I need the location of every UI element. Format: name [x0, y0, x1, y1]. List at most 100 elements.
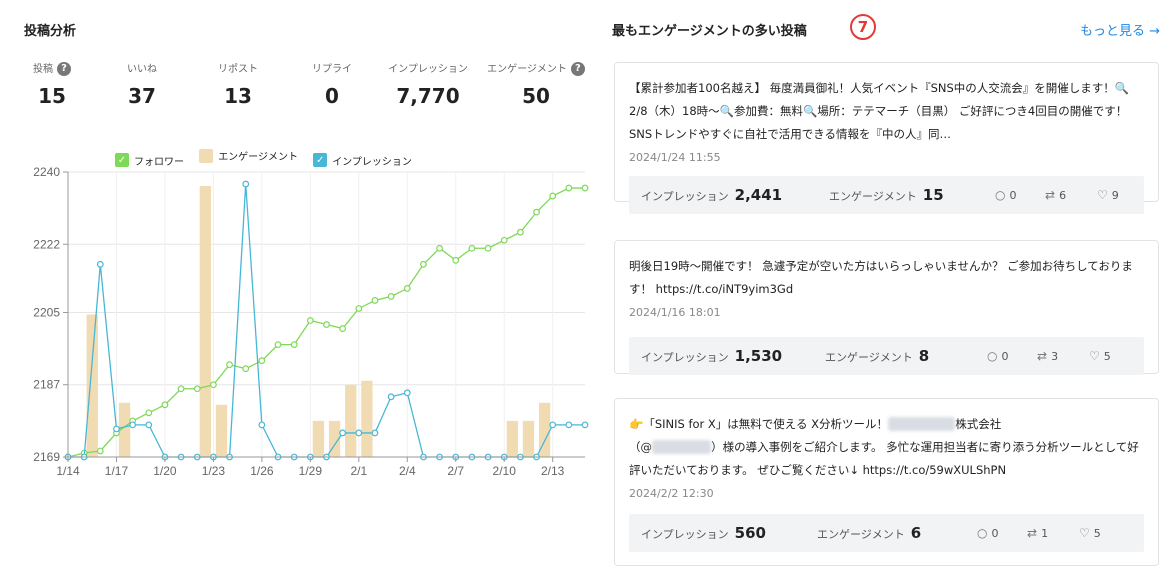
heart-icon: ♡	[1097, 188, 1108, 202]
stat-posts: 投稿? 15	[2, 62, 102, 108]
engagement-bar	[199, 186, 211, 457]
data-point	[339, 429, 347, 437]
stat-label: リプライ	[312, 64, 352, 75]
help-icon[interactable]: ?	[57, 62, 71, 76]
legend-label: フォロワー	[134, 156, 184, 168]
legend-item-followers[interactable]: ✓ フォロワー	[115, 153, 184, 168]
stat-label: いいね	[127, 64, 157, 75]
data-point	[371, 297, 379, 304]
stat-label: 投稿	[33, 64, 53, 75]
data-point	[581, 184, 589, 192]
data-point	[258, 357, 266, 365]
impressions-metric: インプレッション 2,441	[641, 186, 783, 204]
post-metrics: インプレッション 560 エンゲージメント 6 ○ 0 ⇄ 1 ♡ 5	[629, 514, 1144, 552]
legend-item-engagement[interactable]: エンゲージメント	[199, 148, 298, 163]
repost-icon: ⇄	[1027, 526, 1038, 540]
x-tick-label: 1/29	[299, 464, 323, 478]
data-point	[565, 184, 573, 192]
series-line	[68, 183, 585, 458]
legend-item-impressions[interactable]: ✓ インプレッション	[313, 153, 412, 168]
data-point	[549, 421, 557, 429]
speech-bubble-icon: ○	[977, 526, 988, 540]
stats-row: 投稿? 15 いいね 37 リポスト 13 リプライ 0 インプレッション 7,…	[20, 62, 600, 122]
engagements-metric: エンゲージメント 15	[829, 186, 944, 204]
data-point	[242, 180, 250, 188]
stat-value: 13	[224, 84, 252, 108]
data-point	[549, 192, 557, 200]
stat-impressions: インプレッション 7,770	[378, 62, 478, 108]
data-point	[242, 365, 250, 373]
y-tick-label: 2240	[33, 165, 60, 179]
replies-metric: ○ 0	[987, 349, 1009, 363]
x-tick-label: 2/1	[350, 464, 367, 478]
data-point	[274, 341, 282, 349]
engagements-metric: エンゲージメント 6	[817, 524, 922, 542]
data-point	[96, 447, 104, 455]
data-point	[355, 429, 363, 437]
x-tick-label: 1/26	[250, 464, 274, 478]
post-date: 2024/1/24 11:55	[629, 151, 721, 164]
x-tick-label: 2/4	[399, 464, 416, 478]
reposts-metric: ⇄ 1	[1027, 526, 1049, 540]
data-point	[113, 425, 120, 433]
post-analysis-section: 投稿分析 投稿? 15 いいね 37 リポスト 13 リプライ 0 インプレッシ…	[20, 24, 600, 478]
stat-likes: いいね 37	[92, 62, 192, 108]
stat-label: エンゲージメント	[487, 64, 567, 75]
likes-metric: ♡ 5	[1079, 526, 1101, 540]
engagement-bar	[215, 404, 228, 457]
data-point	[177, 385, 185, 393]
data-point	[387, 293, 395, 300]
data-point	[516, 228, 524, 236]
data-point	[193, 385, 201, 393]
stat-value: 15	[38, 84, 66, 108]
replies-metric: ○ 0	[995, 188, 1017, 202]
reposts-metric: ⇄ 3	[1037, 349, 1059, 363]
stat-value: 37	[128, 84, 156, 108]
checkbox-icon[interactable]: ✓	[313, 153, 328, 167]
data-point	[129, 421, 137, 429]
data-point	[145, 409, 153, 417]
checkbox-icon[interactable]: ✓	[115, 153, 129, 167]
help-icon[interactable]: ?	[570, 62, 585, 76]
legend-label: エンゲージメント	[218, 152, 298, 163]
replies-metric: ○ 0	[977, 526, 999, 540]
data-point	[533, 208, 540, 216]
post-card[interactable]: 👉「SINIS for X」は無料で使える X分析ツール！XXXX Japan株…	[614, 398, 1159, 566]
data-point	[387, 393, 395, 401]
data-point	[420, 260, 427, 268]
x-tick-label: 2/10	[493, 464, 517, 478]
post-card[interactable]: 【累計参加者100名越え】 毎度満員御礼！人気イベント『SNS中の人交流会』を開…	[614, 62, 1159, 214]
stat-value: 50	[522, 84, 550, 108]
post-metrics: インプレッション 2,441 エンゲージメント 15 ○ 0 ⇄ 6 ♡ 9	[629, 176, 1144, 214]
data-point	[306, 317, 314, 324]
y-tick-label: 2222	[33, 237, 60, 251]
data-point	[403, 285, 411, 292]
likes-metric: ♡ 5	[1089, 349, 1111, 363]
engagement-bar	[506, 420, 518, 457]
post-date: 2024/2/2 12:30	[629, 487, 714, 500]
engagement-bar	[538, 402, 551, 457]
y-tick-label: 2187	[33, 378, 60, 392]
x-tick-label: 2/13	[541, 464, 565, 478]
data-point	[290, 341, 298, 349]
see-more-link[interactable]: もっと見る →	[1079, 24, 1160, 39]
x-tick-label: 1/17	[105, 464, 129, 478]
engagement-bar	[345, 384, 357, 457]
stat-label: リポスト	[218, 64, 258, 75]
post-metrics: インプレッション 1,530 エンゲージメント 8 ○ 0 ⇄ 3 ♡ 5	[629, 337, 1144, 375]
impressions-metric: インプレッション 1,530	[641, 347, 783, 365]
engagement-bar	[522, 420, 535, 457]
x-tick-label: 2/7	[447, 464, 464, 478]
engagement-bar	[328, 420, 341, 457]
checkbox-icon[interactable]	[199, 148, 214, 163]
likes-metric: ♡ 9	[1097, 188, 1119, 202]
engagement-bar	[361, 380, 373, 457]
data-point	[161, 401, 169, 409]
stat-reposts: リポスト 13	[188, 62, 288, 108]
stat-replies: リプライ 0	[282, 62, 382, 108]
redacted-text: xxxxjapan	[652, 440, 712, 454]
data-point	[226, 361, 233, 369]
post-card[interactable]: 明後日19時〜開催です！ 急遽予定が空いた方はいらっしゃいませんか？ ご参加お待…	[614, 240, 1159, 375]
repost-icon: ⇄	[1045, 188, 1056, 202]
